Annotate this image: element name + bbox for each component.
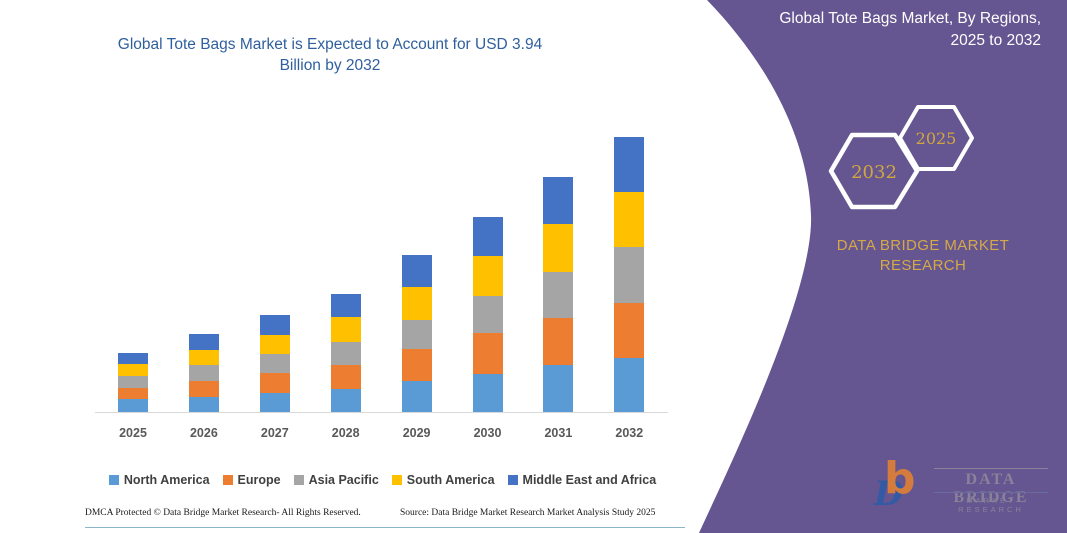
x-axis-line: [95, 412, 668, 413]
x-axis-label-2027: 2027: [260, 426, 289, 440]
logo-b-glyph: b: [884, 453, 916, 504]
legend-label: Europe: [237, 473, 281, 487]
x-axis-label-2029: 2029: [402, 426, 431, 440]
side-panel-background: [699, 0, 1067, 533]
side-panel-heading-line2: 2025 to 2032: [950, 32, 1041, 49]
legend-label: South America: [406, 473, 495, 487]
legend-swatch-icon: [507, 475, 518, 485]
side-panel-heading: Global Tote Bags Market, By Regions, 202…: [711, 8, 1041, 52]
legend-swatch-icon: [108, 475, 119, 485]
legend-item: Europe: [222, 473, 281, 487]
logo-bottom-rule: [934, 492, 1048, 493]
legend-item: North America: [108, 473, 210, 487]
legend-label: Middle East and Africa: [522, 473, 657, 487]
legend-swatch-icon: [222, 475, 233, 485]
hexagon-2032-icon: [828, 132, 920, 210]
x-axis-label-2025: 2025: [119, 426, 147, 440]
logo-top-rule: [934, 468, 1048, 469]
brand-line1: DATA BRIDGE MARKET: [836, 237, 1010, 254]
logo-d-glyph: D: [874, 474, 904, 514]
legend-item: South America: [391, 473, 495, 487]
x-axis-label-2028: 2028: [331, 426, 360, 440]
footer-source-text: Source: Data Bridge Market Research Mark…: [400, 508, 656, 518]
x-axis-label-2031: 2031: [544, 426, 573, 440]
hexagon-2025-label: 2025: [916, 129, 957, 148]
footer-dmca-text: DMCA Protected © Data Bridge Market Rese…: [85, 508, 361, 518]
x-axis-label-2032: 2032: [615, 426, 644, 440]
x-axis-label-2026: 2026: [189, 426, 218, 440]
footer-divider: [85, 527, 685, 528]
chart-title-line2: Billion by 2032: [279, 57, 381, 74]
legend: North America Europe Asia Pacific South Ame…: [60, 473, 705, 487]
legend-label: Asia Pacific: [308, 473, 379, 487]
logo-name: DATA BRIDGE: [953, 471, 1029, 506]
legend-swatch-icon: [391, 475, 402, 485]
chart-title: Global Tote Bags Market is Expected to A…: [30, 34, 630, 76]
legend-swatch-icon: [293, 475, 304, 485]
company-logo: D b DATA BRIDGE MARKET RESEARCH: [862, 455, 1057, 517]
legend-item: Asia Pacific: [293, 473, 379, 487]
hexagon-2032-label: 2032: [851, 162, 897, 183]
legend-label: North America: [123, 473, 210, 487]
legend-item: Middle East and Africa: [507, 473, 657, 487]
brand-wordmark: DATA BRIDGE MARKET RESEARCH: [812, 236, 1034, 276]
x-axis-label-2030: 2030: [473, 426, 502, 440]
brand-line2: RESEARCH: [879, 257, 967, 274]
chart-title-line1: Global Tote Bags Market is Expected to A…: [117, 36, 543, 53]
logo-subname: MARKET RESEARCH: [958, 496, 1024, 514]
side-panel-heading-line1: Global Tote Bags Market, By Regions,: [779, 10, 1041, 27]
